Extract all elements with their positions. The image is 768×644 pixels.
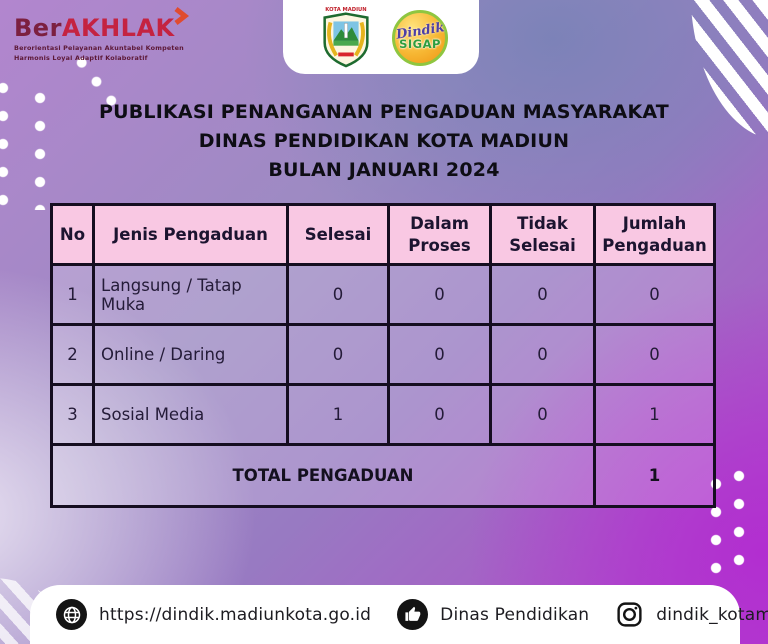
arrow-icon	[174, 7, 189, 25]
header-jenis-pengaduan: Jenis Pengaduan	[92, 203, 289, 266]
row-jumlah: 0	[593, 323, 716, 386]
row-dalam-proses: 0	[387, 383, 492, 446]
row-tidak-selesai: 0	[489, 383, 596, 446]
website-group: https://dindik.madiunkota.go.id	[56, 599, 371, 630]
instagram-group: dindik_kotamadiun	[615, 600, 768, 629]
berakhlak-logo: BerAKHLAK Berorientasi Pelayanan Akuntab…	[14, 7, 214, 63]
total-value: 1	[593, 443, 716, 508]
facebook-group: Dinas Pendidikan	[397, 599, 589, 630]
row-jenis: Online / Daring	[92, 323, 289, 386]
header-dalam-proses: Dalam Proses	[387, 203, 492, 266]
row-selesai: 0	[286, 323, 390, 386]
dots-decoration	[34, 92, 46, 210]
thumbs-up-icon	[397, 599, 429, 630]
instagram-handle: dindik_kotamadiun	[656, 604, 768, 625]
header-tidak-selesai: Tidak Selesai	[489, 203, 596, 266]
berakhlak-tagline-line2: Harmonis Loyal Adaptif Kolaboratif	[14, 53, 148, 62]
header-no: No	[50, 203, 95, 266]
dindik-sigap-logo: Dindik SIGAP	[392, 10, 448, 66]
row-tidak-selesai: 0	[489, 263, 596, 326]
table-total-row: TOTAL PENGADUAN 1	[50, 443, 716, 508]
row-selesai: 1	[286, 383, 390, 446]
instagram-icon	[615, 600, 644, 629]
table-header-row: No Jenis Pengaduan Selesai Dalam Proses …	[50, 203, 716, 266]
berakhlak-prefix: Ber	[14, 14, 62, 42]
svg-text:KOTA MADIUN: KOTA MADIUN	[325, 7, 366, 13]
row-jenis: Sosial Media	[92, 383, 289, 446]
complaint-table: No Jenis Pengaduan Selesai Dalam Proses …	[50, 203, 716, 508]
header-jumlah-pengaduan: Jumlah Pengaduan	[593, 203, 716, 266]
row-dalam-proses: 0	[387, 263, 492, 326]
dots-decoration	[0, 82, 9, 212]
berakhlak-name: AKHLAK	[61, 14, 175, 42]
total-label: TOTAL PENGADUAN	[50, 443, 596, 508]
title-line3: BULAN JANUARI 2024	[268, 159, 500, 181]
row-jumlah: 1	[593, 383, 716, 446]
row-no: 3	[50, 383, 95, 446]
dindik-sigap-sub-text: SIGAP	[399, 37, 441, 52]
globe-icon	[56, 599, 87, 630]
title-line1: PUBLIKASI PENANGANAN PENGADUAN MASYARAKA…	[99, 101, 669, 123]
row-dalam-proses: 0	[387, 323, 492, 386]
table-row: 1 Langsung / Tatap Muka 0 0 0 0	[50, 263, 716, 326]
title-line2: DINAS PENDIDIKAN KOTA MADIUN	[198, 130, 570, 152]
logo-card: KOTA MADIUN Dindik SIGAP	[283, 0, 479, 74]
dots-decoration	[733, 470, 745, 582]
row-no: 2	[50, 323, 95, 386]
row-no: 1	[50, 263, 95, 326]
table-row: 2 Online / Daring 0 0 0 0	[50, 323, 716, 386]
footer-contact-bar: https://dindik.madiunkota.go.id Dinas Pe…	[30, 585, 768, 644]
kota-madiun-crest-icon: KOTA MADIUN	[323, 7, 369, 68]
facebook-name: Dinas Pendidikan	[440, 604, 590, 625]
row-jumlah: 0	[593, 263, 716, 326]
row-selesai: 0	[286, 263, 390, 326]
row-jenis: Langsung / Tatap Muka	[92, 263, 289, 326]
table-row: 3 Sosial Media 1 0 0 1	[50, 383, 716, 446]
row-tidak-selesai: 0	[489, 323, 596, 386]
complaint-table-wrapper: No Jenis Pengaduan Selesai Dalam Proses …	[50, 203, 716, 508]
page-title: PUBLIKASI PENANGANAN PENGADUAN MASYARAKA…	[0, 98, 768, 185]
header-selesai: Selesai	[286, 203, 390, 266]
website-url: https://dindik.madiunkota.go.id	[99, 604, 372, 625]
berakhlak-wordmark: BerAKHLAK	[14, 7, 189, 42]
berakhlak-tagline-line1: Berorientasi Pelayanan Akuntabel Kompete…	[14, 44, 184, 52]
